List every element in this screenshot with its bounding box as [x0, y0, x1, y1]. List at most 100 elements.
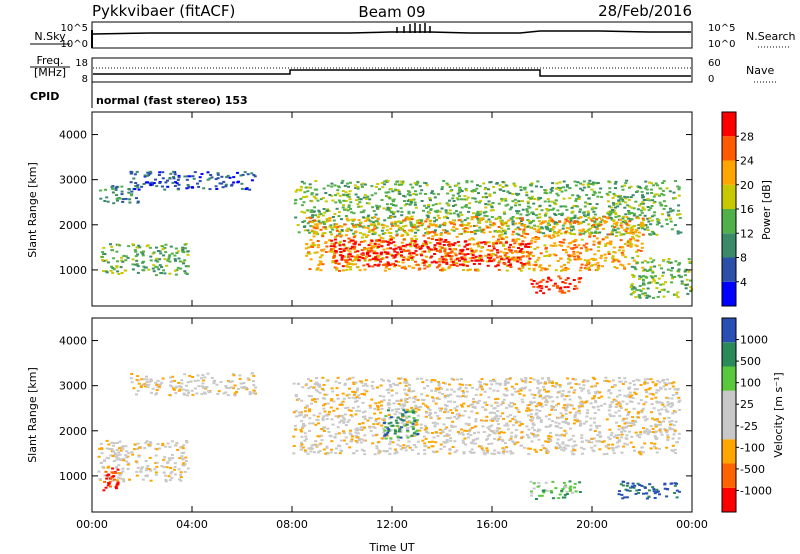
power-cell: [613, 182, 617, 185]
power-cell: [652, 259, 656, 262]
power-cell: [606, 211, 610, 214]
vel-cell: [304, 435, 308, 438]
power-cell: [394, 264, 398, 267]
vel-cell: [485, 451, 489, 454]
vel-cell: [468, 430, 472, 433]
power-cell: [416, 180, 420, 183]
vel-cell: [611, 447, 615, 450]
power-cell: [635, 228, 639, 231]
power-cell: [629, 196, 633, 199]
power-cell: [596, 266, 600, 269]
power-cell: [471, 256, 475, 259]
power-cell: [474, 224, 478, 227]
vel-cell: [144, 441, 148, 444]
vel-cell: [142, 378, 146, 381]
power-cell: [646, 206, 650, 208]
power-cell: [631, 228, 635, 231]
power-cell: [514, 204, 517, 207]
power-cell: [499, 219, 503, 222]
power-cell: [488, 253, 492, 256]
power-cell: [546, 223, 550, 226]
power-colorbar-tick-label: 12: [740, 227, 754, 240]
vel-cell: [303, 414, 307, 417]
vel-cell: [116, 481, 120, 484]
vel-cell: [353, 391, 357, 394]
vel-cell: [166, 462, 170, 465]
power-cell: [294, 216, 298, 219]
vel-cell: [557, 402, 560, 405]
power-cell: [382, 207, 386, 210]
vel-cell: [544, 390, 548, 393]
vel-cell: [487, 443, 491, 445]
power-cell: [394, 254, 398, 256]
power-cell: [458, 189, 462, 191]
vel-cell: [572, 449, 576, 452]
power-cell: [313, 219, 317, 222]
vel-cell: [424, 404, 428, 407]
vel-cell: [374, 434, 378, 437]
power-cell: [639, 223, 643, 226]
vel-cell: [625, 402, 629, 405]
power-cell: [318, 222, 322, 225]
power-heatmap: [99, 170, 694, 299]
power-cell: [595, 268, 599, 271]
power-cell: [651, 199, 655, 202]
vel-cell: [449, 409, 453, 412]
power-cell: [484, 254, 488, 257]
vel-cell: [412, 434, 416, 437]
power-cell: [410, 224, 414, 227]
vel-cell: [111, 455, 115, 457]
vel-cell: [469, 403, 473, 406]
power-cell: [586, 260, 589, 263]
power-cell: [573, 233, 576, 236]
vel-cell: [164, 474, 168, 477]
vel-cell: [375, 447, 379, 450]
power-cell: [322, 187, 326, 190]
power-cell: [345, 268, 349, 271]
power-cell: [649, 207, 653, 210]
power-cell: [620, 226, 624, 229]
vel-cell: [591, 376, 595, 379]
power-cell: [308, 252, 312, 255]
power-cell: [99, 197, 103, 200]
power-ytick-label: 3000: [59, 174, 87, 187]
power-cell: [519, 249, 523, 252]
power-cell: [556, 285, 559, 287]
power-cell: [517, 233, 521, 236]
power-cell: [431, 230, 434, 233]
power-cell: [364, 198, 368, 200]
power-cell: [322, 226, 326, 229]
power-cell: [597, 222, 601, 225]
power-cell: [626, 196, 630, 199]
vel-cell: [545, 399, 548, 402]
power-cell: [547, 235, 551, 238]
power-cell: [315, 223, 319, 226]
power-cell: [476, 217, 480, 220]
power-cell: [456, 192, 460, 195]
power-cell: [246, 173, 250, 176]
power-cell: [245, 187, 249, 190]
power-cell: [611, 255, 615, 258]
vel-cell: [619, 380, 623, 383]
power-cell: [588, 232, 592, 235]
vel-cell: [231, 387, 235, 390]
power-cell: [361, 211, 365, 213]
vel-cell: [118, 453, 122, 456]
vel-cell: [320, 434, 324, 437]
power-cell: [664, 205, 668, 207]
power-cell: [362, 209, 366, 212]
vel-cell: [474, 438, 478, 441]
power-cell: [458, 252, 462, 255]
power-cell: [457, 182, 461, 185]
vel-cell: [488, 433, 492, 436]
vel-cell: [425, 426, 428, 429]
vel-cell: [621, 428, 625, 431]
vel-cell: [536, 387, 540, 390]
power-cell: [100, 256, 104, 258]
power-cell: [330, 239, 334, 242]
vel-cell: [642, 427, 646, 430]
vel-cell: [182, 462, 186, 465]
vel-cell: [173, 466, 177, 468]
power-cell: [345, 217, 349, 220]
power-cell: [575, 246, 579, 249]
